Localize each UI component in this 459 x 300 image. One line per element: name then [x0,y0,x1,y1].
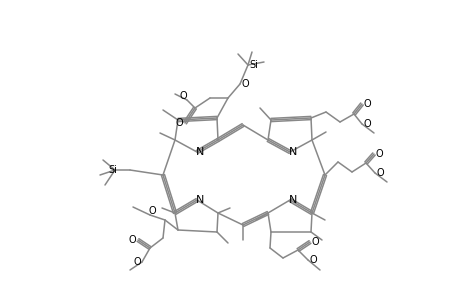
Text: O: O [375,168,383,178]
Text: O: O [241,79,248,89]
Text: O: O [363,119,370,129]
Text: O: O [133,257,140,267]
Text: O: O [179,91,186,101]
Text: O: O [375,149,382,159]
Text: O: O [363,99,370,109]
Text: Si: Si [108,165,117,175]
Text: O: O [310,237,318,247]
Text: N: N [196,147,204,157]
Text: O: O [128,235,135,245]
Text: Si: Si [249,60,258,70]
Text: O: O [148,206,156,216]
Text: O: O [308,255,316,265]
Text: N: N [196,195,204,205]
Text: N: N [288,195,297,205]
Text: N: N [288,147,297,157]
Text: O: O [175,118,182,128]
